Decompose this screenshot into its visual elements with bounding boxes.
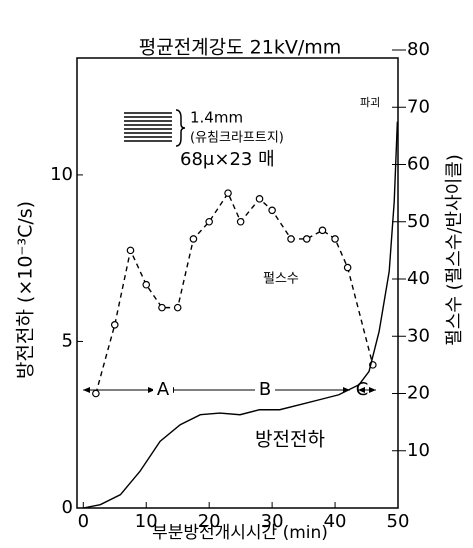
point [256, 196, 262, 202]
arrow-head [369, 387, 376, 393]
chart: 0102030405005101020304050607080평균전계강도 21… [0, 0, 473, 544]
point [127, 247, 133, 253]
y2-tick-label: 10 [407, 440, 430, 461]
y2-tick-label: 60 [407, 154, 430, 175]
brace [176, 110, 185, 146]
point [112, 322, 118, 328]
series-line [83, 122, 397, 508]
point [93, 390, 99, 396]
annotation: 68μ×23 매 [180, 149, 275, 170]
y2-tick-label: 80 [407, 39, 430, 60]
annotation: B [259, 379, 271, 400]
y2-tick-label: 20 [407, 383, 430, 404]
y-tick-label: 5 [62, 330, 73, 351]
point [237, 219, 243, 225]
y2-tick-label: 30 [407, 325, 430, 346]
point [332, 236, 338, 242]
point [143, 282, 149, 288]
annotation: 파괴 [360, 96, 380, 109]
y2-tick-label: 50 [407, 211, 430, 232]
annotation: 펄스수 [263, 272, 299, 287]
point [206, 219, 212, 225]
series-line [96, 193, 373, 393]
chart-title: 평균전계강도 21kV/mm [139, 37, 342, 59]
annotation: (유침크라프트지) [190, 131, 284, 146]
point [319, 227, 325, 233]
y2-axis-label: 펄스수 (펄스수/반사이클) [444, 154, 465, 345]
annotation: 1.4mm [190, 109, 243, 127]
annotation: A [157, 379, 170, 400]
point [344, 264, 350, 270]
point [225, 190, 231, 196]
y-tick-label: 10 [50, 164, 73, 185]
point [159, 304, 165, 310]
point [175, 304, 181, 310]
point [304, 236, 310, 242]
x-axis-label: 부분방전개시시간 (min) [152, 523, 328, 543]
annotation: C [356, 379, 369, 400]
y-axis-label: 방전전하 (×10⁻³C/s) [15, 201, 37, 379]
x-tick-label: 50 [387, 511, 410, 532]
annotation: 방전전하 [255, 429, 325, 451]
y2-tick-label: 70 [407, 96, 430, 117]
point [269, 207, 275, 213]
arrow-head [83, 387, 90, 393]
x-tick-label: 0 [78, 511, 89, 532]
arrow-head [343, 387, 350, 393]
point [288, 236, 294, 242]
y2-tick-label: 40 [407, 268, 430, 289]
point [190, 236, 196, 242]
y-tick-label: 0 [62, 497, 73, 518]
